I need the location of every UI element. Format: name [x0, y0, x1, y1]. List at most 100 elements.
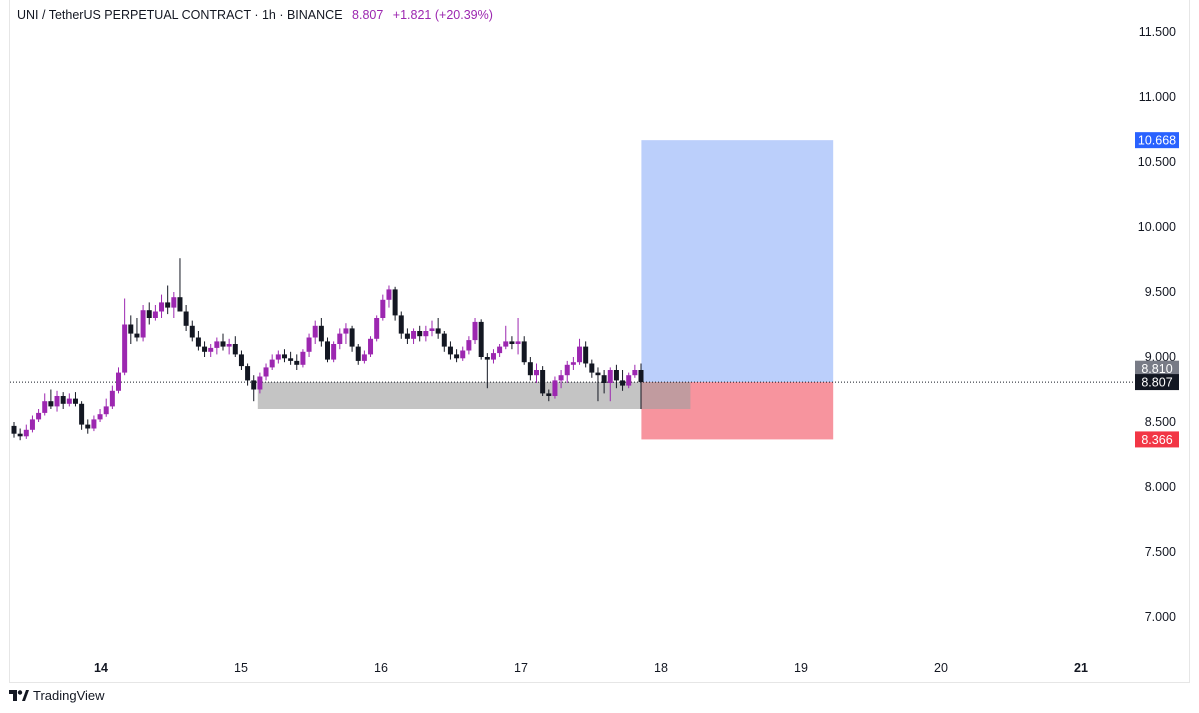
- target-zone: [641, 140, 834, 383]
- chart-frame: [9, 0, 1190, 683]
- x-tick-label: 20: [934, 661, 948, 675]
- candle-body: [288, 358, 294, 361]
- candle-body: [36, 412, 42, 420]
- candle-body: [159, 302, 165, 312]
- candle-body: [589, 363, 595, 373]
- candle-body: [411, 331, 417, 339]
- candle-body: [447, 346, 453, 355]
- candle-body: [515, 341, 521, 344]
- candle-body: [220, 341, 226, 347]
- candle-body: [257, 376, 263, 390]
- candle-body: [66, 398, 72, 404]
- candle-body: [177, 297, 183, 312]
- x-tick-label: 16: [374, 661, 388, 675]
- y-tick-label: 9.000: [1145, 350, 1176, 364]
- last-price-badge-text: 8.807: [1141, 376, 1172, 390]
- candle-body: [355, 346, 361, 361]
- candle-body: [232, 344, 238, 355]
- tradingview-icon: [9, 689, 29, 701]
- candle-body: [497, 346, 503, 354]
- candle-body: [386, 289, 392, 300]
- candle-body: [558, 375, 564, 381]
- tradingview-logo[interactable]: TradingView: [9, 688, 105, 703]
- candle-body: [454, 354, 460, 359]
- x-tick-label: 14: [94, 661, 108, 675]
- y-tick-label: 7.500: [1145, 545, 1176, 559]
- candle-body: [392, 289, 398, 316]
- candle-body: [189, 325, 195, 338]
- candle-body: [490, 353, 496, 360]
- candle-body: [300, 351, 306, 365]
- candle-body: [620, 380, 626, 386]
- candle-body: [116, 372, 121, 391]
- candle-body: [374, 318, 380, 339]
- candle-body: [552, 380, 558, 396]
- candle-body: [245, 366, 251, 381]
- candle-body: [17, 433, 23, 437]
- candle-body: [509, 341, 515, 344]
- x-tick-label: 19: [794, 661, 808, 675]
- target-price-badge-bg: [1135, 132, 1179, 149]
- candle-body: [48, 401, 54, 407]
- y-tick-label: 9.500: [1145, 285, 1176, 299]
- price-change: +1.821 (+20.39%): [392, 8, 493, 22]
- x-tick-label: 17: [514, 661, 528, 675]
- y-tick-label: 7.000: [1145, 610, 1176, 624]
- candle-body: [527, 362, 533, 376]
- candle-body: [478, 321, 484, 357]
- candle-body: [429, 328, 435, 331]
- candle-body: [331, 344, 337, 360]
- candle-body: [318, 325, 324, 342]
- prev-price-badge-bg: [1135, 360, 1179, 377]
- x-tick-label: 15: [234, 661, 248, 675]
- candle-body: [146, 310, 152, 318]
- y-tick-label: 10.000: [1138, 220, 1176, 234]
- candle-body: [325, 341, 330, 360]
- candle-body: [312, 325, 318, 338]
- candle-body: [202, 346, 208, 352]
- symbol-title[interactable]: UNI / TetherUS PERPETUAL CONTRACT · 1h ·…: [17, 8, 343, 22]
- candle-body: [337, 333, 343, 344]
- candle-body: [263, 367, 269, 377]
- y-tick-label: 8.500: [1145, 415, 1176, 429]
- brand-label: TradingView: [33, 688, 105, 703]
- candle-body: [503, 341, 509, 347]
- candle-body: [11, 425, 17, 434]
- candle-body: [404, 333, 410, 339]
- candle-body: [546, 393, 552, 396]
- x-tick-label: 18: [654, 661, 668, 675]
- candle-body: [122, 324, 128, 373]
- candle-body: [466, 340, 472, 351]
- candle-body: [275, 354, 281, 360]
- prev-price-badge-text: 8.810: [1141, 362, 1172, 376]
- candle-body: [208, 347, 214, 352]
- candle-body: [540, 370, 546, 394]
- candle-body: [398, 315, 404, 334]
- candle-body: [349, 328, 355, 347]
- candle-body: [60, 396, 66, 404]
- candle-body: [601, 375, 607, 383]
- candle-body: [269, 359, 275, 368]
- candle-body: [109, 390, 115, 407]
- last-price-badge-bg: [1135, 374, 1179, 391]
- candle-body: [423, 331, 429, 337]
- candle-body: [638, 370, 644, 383]
- candle-body: [570, 362, 576, 365]
- candle-body: [368, 338, 374, 355]
- candle-body: [472, 321, 478, 341]
- candle-body: [583, 346, 589, 364]
- candle-body: [134, 333, 140, 338]
- stop-price-badge-text: 8.366: [1141, 433, 1172, 447]
- stop-price-badge-bg: [1135, 431, 1179, 448]
- candle-body: [626, 375, 632, 386]
- candle-body: [29, 419, 35, 430]
- candle-body: [484, 357, 490, 360]
- candle-body: [97, 414, 103, 420]
- candle-body: [441, 333, 447, 347]
- last-price: 8.807: [352, 8, 384, 22]
- candle-body: [577, 346, 583, 363]
- candle-body: [152, 311, 158, 318]
- candle-body: [195, 337, 201, 347]
- candle-body: [306, 337, 312, 352]
